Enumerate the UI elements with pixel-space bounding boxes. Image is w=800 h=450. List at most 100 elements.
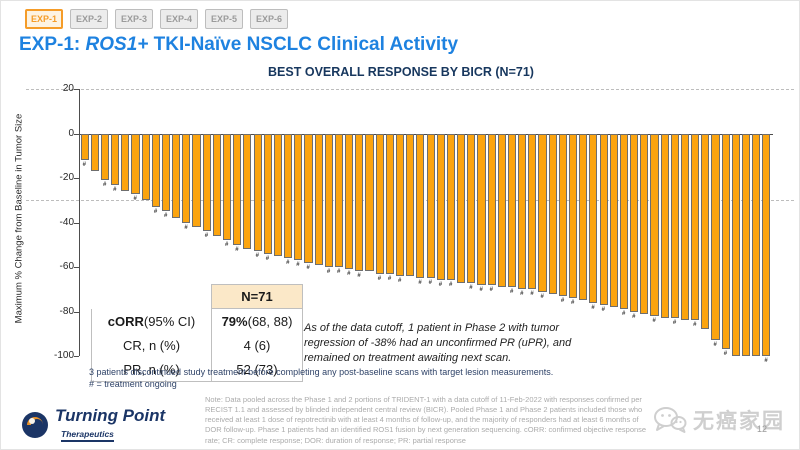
ongoing-marker-18: #	[255, 253, 259, 260]
tab-exp-4[interactable]: EXP-4	[160, 9, 198, 29]
waterfall-bar-6	[131, 133, 140, 194]
waterfall-bar-55	[630, 133, 639, 312]
tab-exp-5[interactable]: EXP-5	[205, 9, 243, 29]
waterfall-bar-14	[212, 133, 221, 236]
pr-label: PR, n (%)	[123, 361, 180, 377]
ongoing-marker-36: #	[438, 282, 443, 289]
ongoing-marker-15: #	[225, 242, 229, 249]
ongoing-marker-32: #	[398, 277, 402, 284]
ytick-mark--100	[74, 356, 79, 358]
waterfall-bar-28	[355, 133, 364, 272]
waterfall-bar-61	[691, 133, 700, 321]
ongoing-marker-26: #	[337, 269, 341, 276]
waterfall-bar-32	[395, 133, 405, 276]
zero-baseline	[79, 133, 773, 135]
waterfall-bar-67	[752, 133, 761, 357]
waterfall-bar-9	[161, 133, 171, 212]
waterfall-bar-50	[579, 133, 588, 301]
corr-label: cORR (95% CI)	[107, 313, 196, 329]
ongoing-marker-35: #	[428, 280, 432, 287]
ongoing-marker-21: #	[286, 260, 290, 267]
ytick-label--100: -100	[53, 350, 74, 362]
waterfall-bar-51	[589, 133, 598, 303]
waterfall-bar-11	[182, 133, 191, 223]
waterfall-bar-47	[548, 133, 557, 294]
waterfall-bar-30	[375, 133, 384, 274]
y-axis-label: Maximum % Change from Baseline in Tumor …	[13, 113, 25, 324]
ongoing-marker-6: #	[133, 195, 137, 202]
ongoing-marker-44: #	[520, 291, 524, 298]
page-title-gene: ROS1+	[85, 34, 149, 55]
waterfall-bar-68	[762, 133, 771, 357]
waterfall-bar-44	[518, 133, 527, 290]
waterfall-bar-29	[365, 133, 374, 272]
footnote-ongoing-key: # = treatment ongoing	[89, 378, 177, 389]
waterfall-bar-48	[558, 133, 567, 296]
waterfall-bar-12	[192, 133, 201, 227]
ytick-label--20: -20	[59, 172, 74, 183]
ongoing-marker-22: #	[296, 262, 300, 269]
y-axis-line	[79, 89, 80, 356]
tab-exp-6[interactable]: EXP-6	[250, 9, 288, 29]
ongoing-marker-1: #	[82, 162, 86, 169]
ytick-mark-20	[74, 88, 79, 90]
waterfall-bar-57	[650, 133, 659, 316]
waterfall-bar-64	[721, 133, 730, 350]
ongoing-marker-13: #	[204, 233, 209, 240]
ongoing-marker-61: #	[693, 322, 697, 329]
waterfall-bar-60	[680, 133, 690, 321]
waterfall-bar-43	[507, 133, 517, 288]
response-table: N=71 cORR (95% CI) CR, n (%) PR, n (%) 7…	[91, 284, 303, 382]
cr-label: CR, n (%)	[122, 337, 181, 353]
ongoing-marker-27: #	[347, 271, 351, 278]
waterfall-bar-49	[568, 133, 578, 299]
ongoing-marker-9: #	[164, 213, 168, 220]
corr-value: 79% (68, 88)	[221, 313, 293, 329]
waterfall-bar-33	[406, 133, 415, 276]
waterfall-bar-36	[436, 133, 445, 281]
ongoing-marker-4: #	[113, 186, 117, 193]
response-table-body: cORR (95% CI) CR, n (%) PR, n (%) 79% (6…	[91, 309, 303, 382]
waterfall-bar-65	[731, 133, 740, 357]
waterfall-bar-37	[446, 133, 456, 281]
waterfall-bar-58	[660, 133, 669, 319]
waterfall-bar-7	[141, 133, 150, 201]
ytick-mark--80	[74, 311, 79, 313]
tab-exp-1[interactable]: EXP-1	[25, 9, 63, 29]
ongoing-marker-39: #	[469, 284, 473, 291]
ytick-label-0: 0	[68, 127, 74, 139]
waterfall-bar-59	[670, 133, 679, 319]
ongoing-marker-55: #	[632, 313, 636, 320]
waterfall-bar-26	[334, 133, 344, 268]
waterfall-bar-5	[121, 133, 130, 192]
ytick-label--40: -40	[59, 216, 74, 228]
ytick-label--60: -60	[59, 261, 74, 273]
note-text: Note: Data pooled across the Phase 1 and…	[205, 395, 647, 445]
waterfall-bar-3	[100, 133, 110, 181]
waterfall-bar-27	[345, 133, 354, 270]
waterfall-bar-63	[711, 133, 720, 341]
logo-sub-text: Therapeutics	[61, 429, 114, 442]
tab-exp-2[interactable]: EXP-2	[70, 9, 108, 29]
waterfall-bar-31	[385, 133, 394, 274]
waterfall-bar-56	[640, 133, 649, 314]
ongoing-marker-3: #	[102, 182, 107, 189]
ytick-mark--40	[74, 222, 79, 224]
waterfall-bar-66	[741, 133, 751, 357]
ongoing-marker-51: #	[591, 304, 595, 311]
ongoing-marker-37: #	[448, 282, 453, 289]
waterfall-bar-34	[416, 133, 425, 279]
ytick-label-20: 20	[62, 82, 74, 94]
ongoing-marker-34: #	[418, 280, 422, 287]
turning-point-logo-text: Turning Point Therapeutics	[55, 407, 165, 442]
waterfall-bar-2	[90, 133, 99, 172]
ongoing-marker-68: #	[764, 358, 768, 365]
tab-exp-3[interactable]: EXP-3	[115, 9, 153, 29]
waterfall-bar-53	[609, 133, 618, 308]
wechat-icon	[654, 407, 687, 433]
waterfall-bar-54	[619, 133, 629, 310]
waterfall-bar-16	[233, 133, 242, 245]
waterfall-bar-45	[528, 133, 537, 290]
page-title-prefix: EXP-1:	[19, 34, 86, 55]
